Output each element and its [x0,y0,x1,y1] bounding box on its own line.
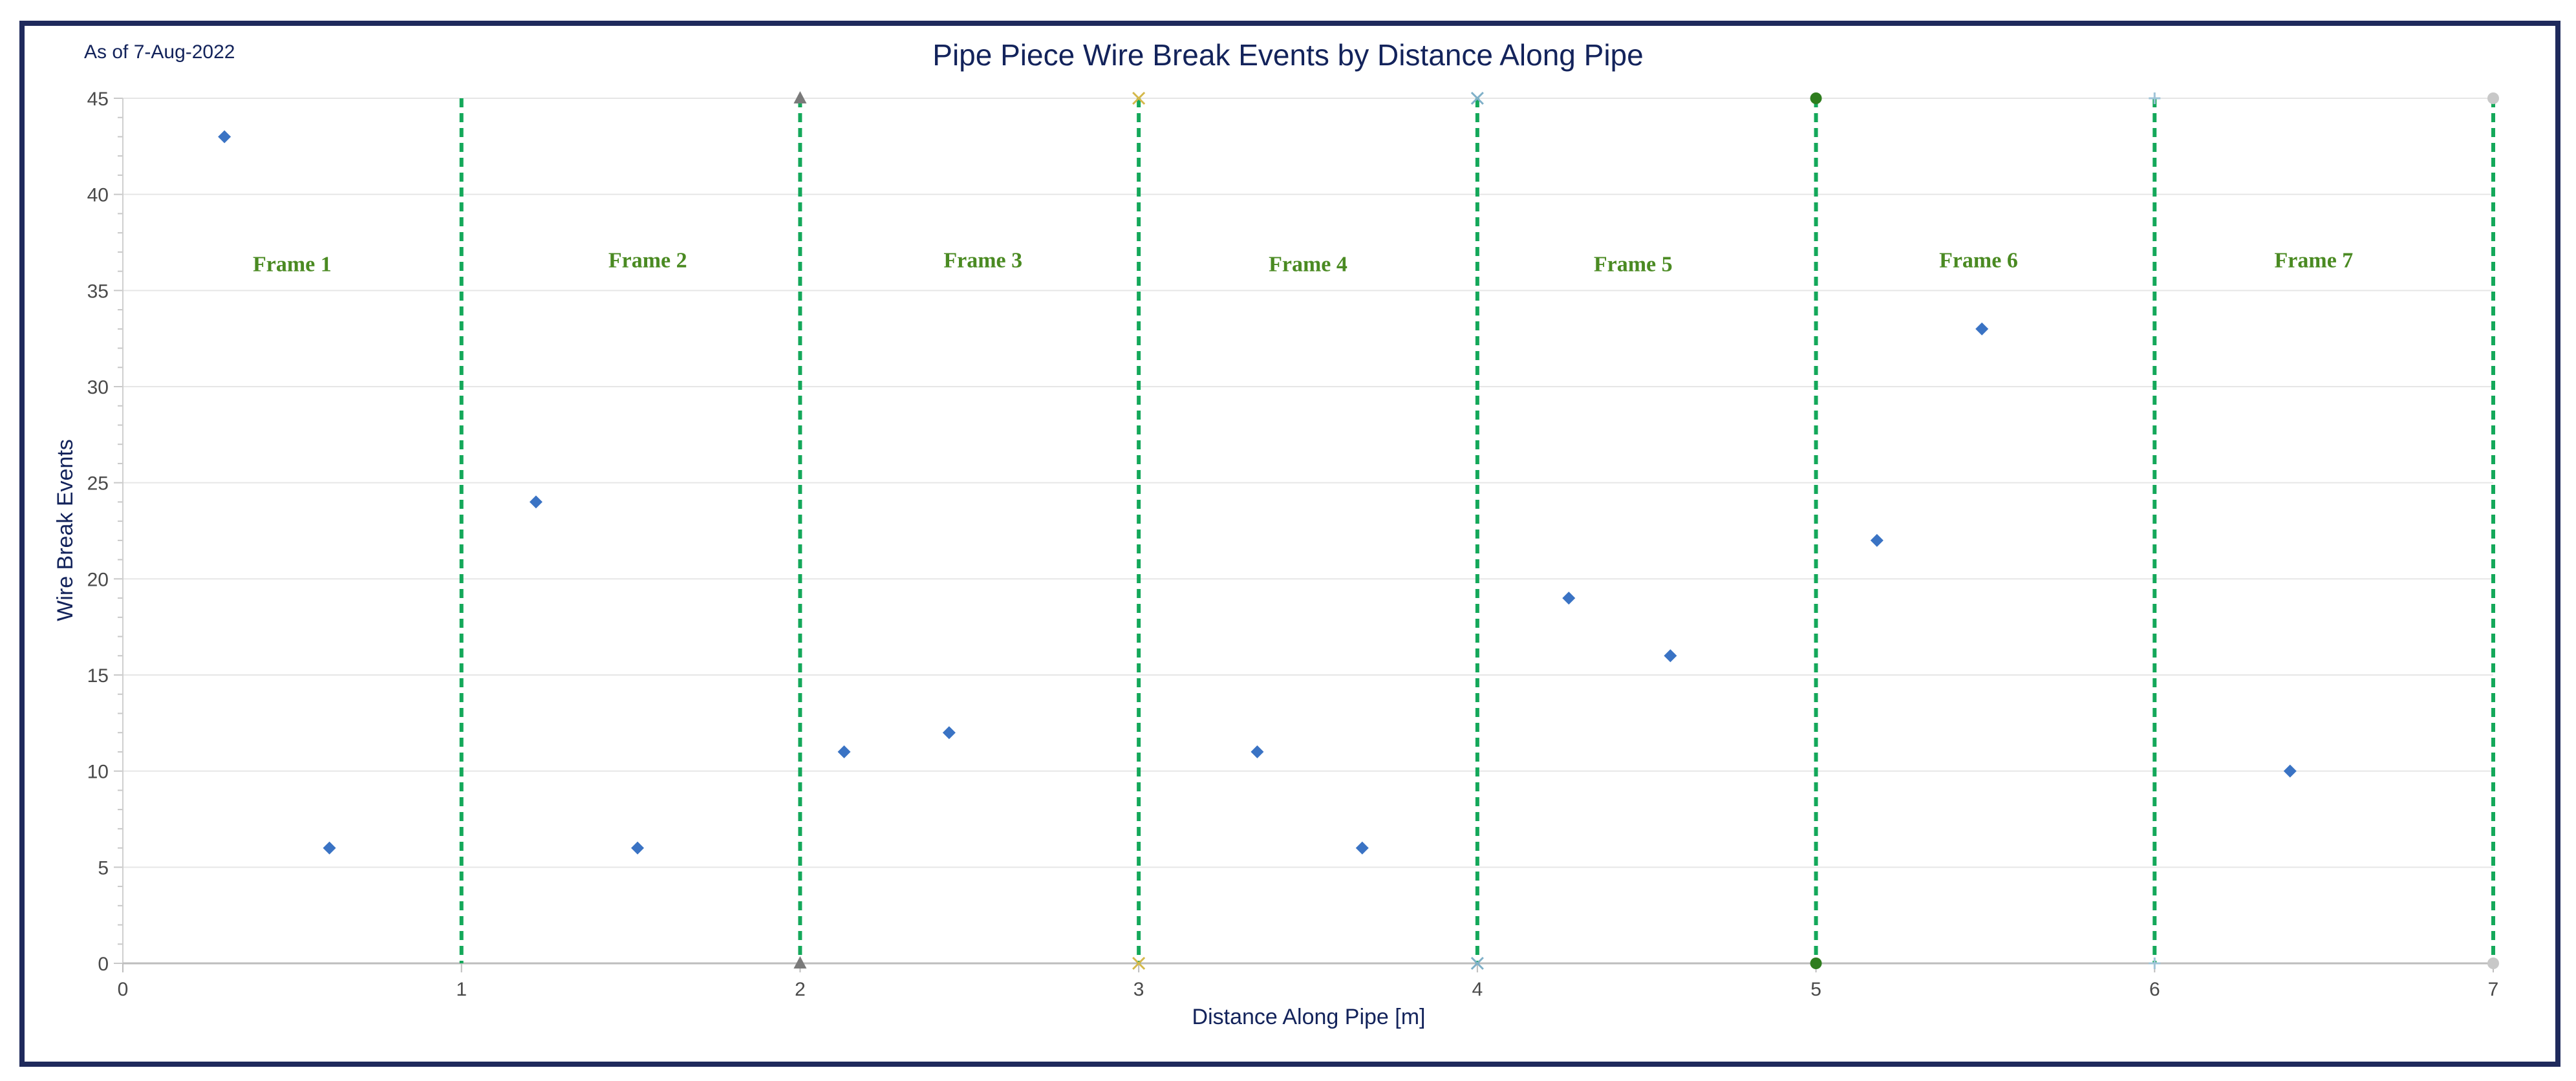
y-tick-label: 20 [87,569,109,590]
y-tick-label: 0 [98,954,109,975]
frame-label: Frame 3 [943,249,1022,273]
frame-boundary-lines [459,91,2499,970]
data-point [218,130,231,144]
frame-end-marker [793,91,807,103]
data-point [631,841,645,855]
frame-label: Frame 2 [608,249,687,273]
chart-title: Pipe Piece Wire Break Events by Distance… [932,38,1644,72]
y-tick-label: 40 [87,185,109,206]
x-tick-label: 5 [1810,979,1821,1000]
x-tick-label: 0 [118,979,129,1000]
frame-end-marker [2487,92,2499,104]
y-tick-label: 35 [87,281,109,302]
x-tick-label: 4 [1472,979,1483,1000]
x-axis-title: Distance Along Pipe [m] [1192,1005,1426,1029]
data-point [1355,841,1369,855]
frame-end-marker [2149,958,2161,969]
data-points [218,130,2297,855]
frame-label: Frame 7 [2275,249,2354,273]
frame-label: Frame 4 [1269,253,1347,277]
frame-labels: Frame 1 Frame 2 Frame 3 Frame 4 Frame 5 Frame… [253,249,2353,277]
frame-end-marker [1810,958,1822,969]
frame-end-marker [1810,92,1822,104]
x-tick-label: 3 [1133,979,1144,1000]
frame-end-marker [2487,958,2499,969]
data-point [2283,764,2297,778]
y-tick-label: 45 [87,89,109,110]
frame-end-marker [793,956,807,969]
frame-label: Frame 1 [253,253,332,277]
data-point [1250,745,1264,758]
data-point [1975,322,1989,336]
y-tick-label: 25 [87,473,109,495]
y-tick-label: 15 [87,665,109,687]
data-point [942,726,956,740]
grid-lines [123,98,2493,868]
y-tick-label: 10 [87,762,109,783]
y-tick-label: 5 [98,857,109,879]
data-point [837,745,851,758]
frame-end-marker [1470,956,1484,970]
x-tick-label: 6 [2149,979,2160,1000]
y-axis-title: Wire Break Events [53,439,78,621]
as-of-date-label: As of 7-Aug-2022 [84,41,235,63]
frame-end-marker [1470,91,1484,105]
frame-label: Frame 5 [1594,253,1673,277]
data-point [1870,533,1884,547]
data-point [1562,592,1576,605]
frame-end-marker [1132,956,1146,970]
frame-label: Frame 6 [1939,249,2018,273]
frame-end-marker [2149,92,2161,104]
data-point [323,841,336,855]
y-tick-label: 30 [87,377,109,398]
data-point [529,495,542,509]
x-tick-label: 2 [795,979,806,1000]
data-point [1664,649,1677,663]
frame-end-marker [1132,91,1146,105]
x-tick-label: 1 [456,979,467,1000]
x-tick-label: 7 [2488,979,2499,1000]
